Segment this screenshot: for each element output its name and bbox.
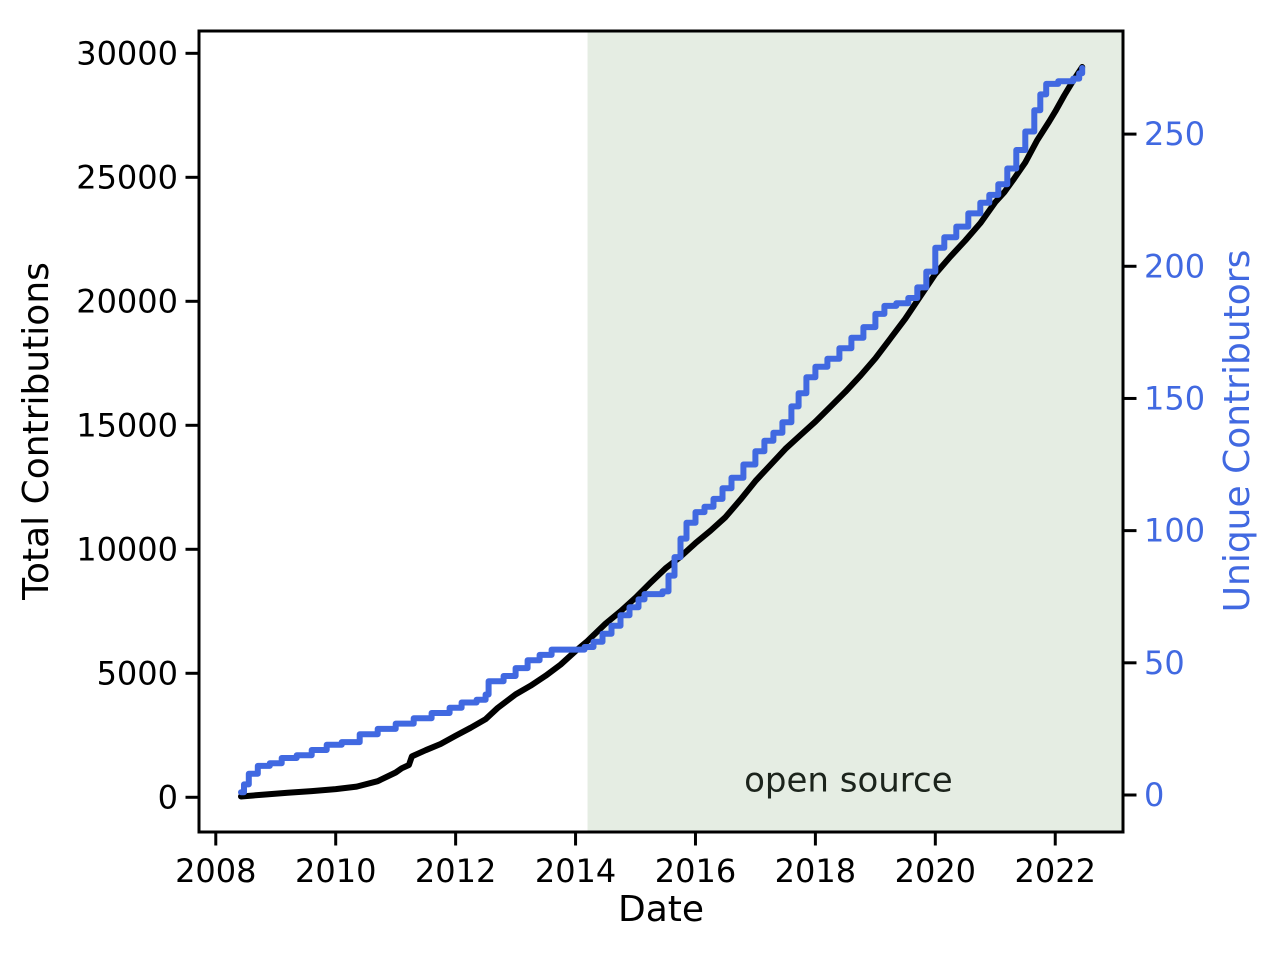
x-tick-label: 2014 bbox=[535, 852, 616, 890]
y-right-tick-label: 50 bbox=[1144, 644, 1185, 682]
y-right-tick-label: 150 bbox=[1144, 379, 1205, 417]
y-right-tick-label: 200 bbox=[1144, 247, 1205, 285]
y-right-tick-label: 100 bbox=[1144, 512, 1205, 550]
series-unique-contributors bbox=[238, 65, 1086, 796]
open-source-shaded-region bbox=[587, 31, 1123, 832]
x-tick-label: 2012 bbox=[415, 852, 496, 890]
x-tick-label: 2016 bbox=[655, 852, 736, 890]
y-left-tick-label: 20000 bbox=[76, 282, 178, 320]
y-axis-title-left: Total Contributions bbox=[16, 262, 57, 601]
x-tick-label: 2020 bbox=[895, 852, 976, 890]
y-right-tick-label: 250 bbox=[1144, 115, 1205, 153]
x-tick-label: 2008 bbox=[175, 852, 256, 890]
series-total-contributions bbox=[238, 64, 1086, 800]
plot-frame bbox=[197, 29, 1125, 834]
x-tick-label: 2018 bbox=[775, 852, 856, 890]
x-axis-title: Date bbox=[618, 889, 704, 930]
y-right-tick-label: 0 bbox=[1144, 776, 1164, 814]
y-left-tick-label: 15000 bbox=[76, 406, 178, 444]
y-left-tick-label: 30000 bbox=[76, 34, 178, 72]
y-axis-title-right: Unique Contributors bbox=[1217, 250, 1258, 613]
x-tick-label: 2022 bbox=[1015, 852, 1096, 890]
open-source-annotation: open source bbox=[744, 760, 953, 800]
x-tick-label: 2010 bbox=[295, 852, 376, 890]
y-left-tick-label: 0 bbox=[158, 778, 178, 816]
y-left-tick-label: 25000 bbox=[76, 158, 178, 196]
y-left-tick-label: 10000 bbox=[76, 530, 178, 568]
ticks-group: 2008 2010 2012 2014 2016 2018 2020 2022 0 5000 100… bbox=[76, 34, 1205, 890]
y-left-tick-label: 5000 bbox=[97, 654, 178, 692]
series-group bbox=[238, 64, 1086, 800]
